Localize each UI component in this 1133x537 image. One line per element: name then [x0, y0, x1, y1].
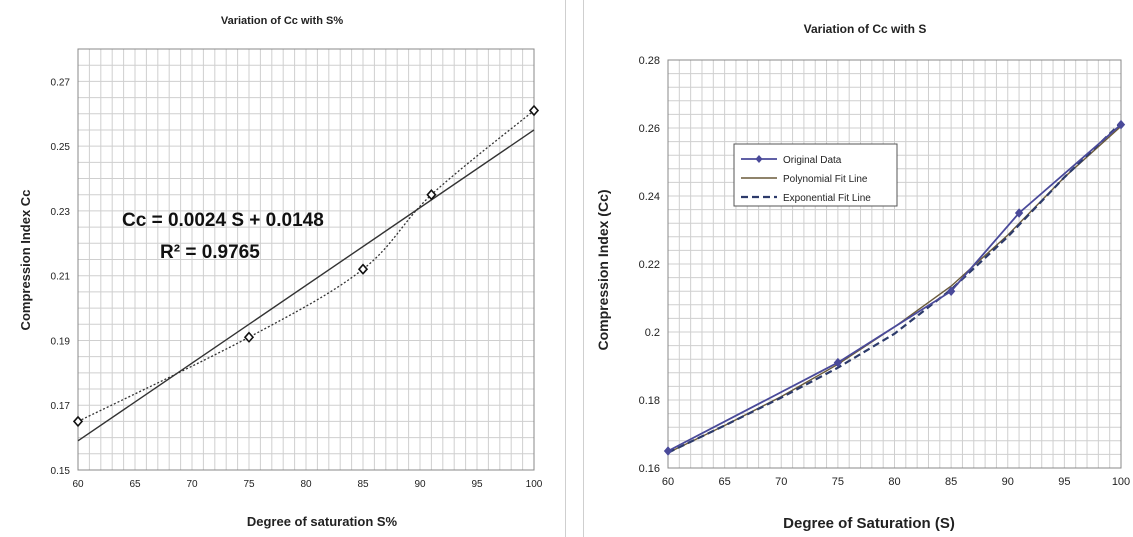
- x-tick-label: 65: [129, 479, 141, 490]
- chart-title: Variation of Cc with S: [804, 22, 927, 36]
- y-tick-label: 0.25: [51, 142, 71, 153]
- x-tick-label: 60: [72, 479, 84, 490]
- x-tick-label: 75: [832, 476, 844, 488]
- series-line-exponential-fit: [667, 122, 1122, 454]
- x-tick-label: 80: [888, 476, 900, 488]
- x-axis-label: Degree of saturation S%: [247, 514, 398, 529]
- x-tick-label: 85: [945, 476, 957, 488]
- y-tick-label: 0.22: [639, 259, 660, 271]
- y-tick-label: 0.28: [639, 55, 660, 67]
- x-tick-label: 90: [1002, 476, 1014, 488]
- data-point-marker: [1014, 208, 1024, 218]
- x-tick-label: 60: [662, 476, 674, 488]
- equation-annotation: Cc = 0.0024 S + 0.0148: [122, 210, 324, 231]
- y-tick-label: 0.24: [639, 191, 660, 203]
- data-point-marker: [357, 263, 369, 275]
- r-squared-annotation: R² = 0.9765: [160, 242, 260, 263]
- data-point-marker: [833, 357, 843, 368]
- x-tick-label: 75: [243, 479, 255, 490]
- left-chart: Variation of Cc with S% 60 65 70 75 80 85 90 95…: [18, 15, 543, 529]
- legend-label-exponential-fit: Exponential Fit Line: [783, 193, 871, 204]
- y-tick-label: 0.16: [639, 463, 660, 475]
- x-tick-label: 90: [414, 479, 426, 490]
- y-tick-label: 0.23: [51, 207, 71, 218]
- y-tick-label: 0.15: [51, 466, 71, 477]
- legend-box: [733, 143, 898, 207]
- data-point-marker: [946, 286, 956, 296]
- y-tick-label: 0.21: [51, 272, 71, 283]
- x-tick-label: 100: [1112, 476, 1130, 488]
- x-tick-label: 85: [357, 479, 369, 490]
- y-tick-label: 0.18: [639, 395, 660, 407]
- data-point-marker: [426, 189, 437, 201]
- x-tick-label: 70: [775, 476, 787, 488]
- plot-area-frame: [77, 48, 535, 471]
- x-tick-label: 65: [719, 476, 731, 488]
- plot-area-frame: [667, 59, 1122, 469]
- right-chart: Variation of Cc with S 60 65 70 75 80 85 90 95 1…: [595, 22, 1130, 532]
- y-tick-label: 0.19: [51, 336, 71, 347]
- data-point-marker: [528, 104, 540, 117]
- data-point-marker: [1116, 119, 1126, 130]
- y-tick-label: 0.17: [51, 401, 71, 412]
- data-point-marker: [243, 331, 255, 343]
- y-tick-label: 0.27: [51, 77, 71, 88]
- x-tick-label: 70: [186, 479, 198, 490]
- data-point-marker: [663, 446, 673, 456]
- x-tick-label: 80: [300, 479, 312, 490]
- y-tick-label: 0.2: [645, 327, 660, 339]
- data-point-marker: [72, 415, 84, 428]
- legend-label-polynomial-fit: Polynomial Fit Line: [783, 174, 868, 185]
- y-tick-label: 0.26: [639, 123, 660, 135]
- x-tick-label: 95: [471, 479, 483, 490]
- y-axis-label: Compression Index (Cc): [595, 189, 611, 350]
- chart-title: Variation of Cc with S%: [221, 15, 343, 27]
- legend-marker: [755, 155, 763, 163]
- linear-trendline: [77, 129, 535, 442]
- left-chart-panel: Variation of Cc with S% 60 65 70 75 80 85 90 95…: [0, 0, 566, 537]
- y-axis-label: Compression Index Cc: [18, 190, 33, 331]
- data-curve-dotted: [77, 110, 535, 423]
- right-chart-panel: Variation of Cc with S 60 65 70 75 80 85 90 95 1…: [583, 0, 1133, 537]
- x-tick-label: 95: [1058, 476, 1070, 488]
- legend-label-original-data: Original Data: [783, 155, 842, 166]
- x-tick-label: 100: [526, 479, 543, 490]
- x-axis-label: Degree of Saturation (S): [783, 515, 955, 532]
